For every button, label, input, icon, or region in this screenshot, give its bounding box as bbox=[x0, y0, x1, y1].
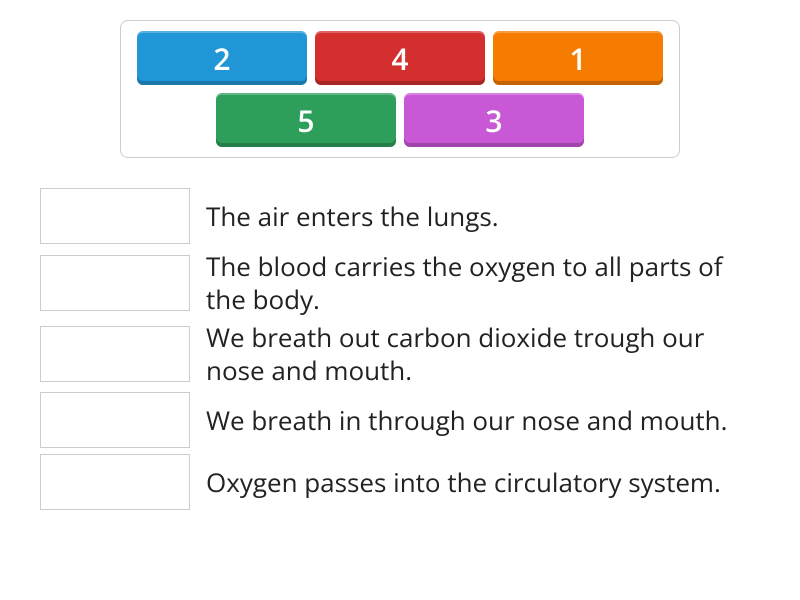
answer-row: Oxygen passes into the circulatory syste… bbox=[40, 454, 760, 510]
statement-text: The blood carries the oxygen to all part… bbox=[206, 250, 760, 315]
number-tile-4[interactable]: 4 bbox=[315, 31, 485, 85]
answer-row: The blood carries the oxygen to all part… bbox=[40, 250, 760, 315]
drop-zone-3[interactable] bbox=[40, 326, 190, 382]
answer-rows: The air enters the lungs. The blood carr… bbox=[40, 188, 760, 510]
statement-text: Oxygen passes into the circulatory syste… bbox=[206, 466, 721, 499]
statement-text: We breath in through our nose and mouth. bbox=[206, 404, 727, 437]
number-tile-5[interactable]: 5 bbox=[216, 93, 396, 147]
number-tile-3[interactable]: 3 bbox=[404, 93, 584, 147]
tile-tray: 2 4 1 5 3 bbox=[120, 20, 680, 158]
answer-row: We breath out carbon dioxide trough our … bbox=[40, 321, 760, 386]
drop-zone-4[interactable] bbox=[40, 392, 190, 448]
answer-row: We breath in through our nose and mouth. bbox=[40, 392, 760, 448]
statement-text: We breath out carbon dioxide trough our … bbox=[206, 321, 760, 386]
drop-zone-2[interactable] bbox=[40, 255, 190, 311]
drop-zone-1[interactable] bbox=[40, 188, 190, 244]
answer-row: The air enters the lungs. bbox=[40, 188, 760, 244]
drop-zone-5[interactable] bbox=[40, 454, 190, 510]
number-tile-2[interactable]: 2 bbox=[137, 31, 307, 85]
number-tile-1[interactable]: 1 bbox=[493, 31, 663, 85]
statement-text: The air enters the lungs. bbox=[206, 200, 499, 233]
